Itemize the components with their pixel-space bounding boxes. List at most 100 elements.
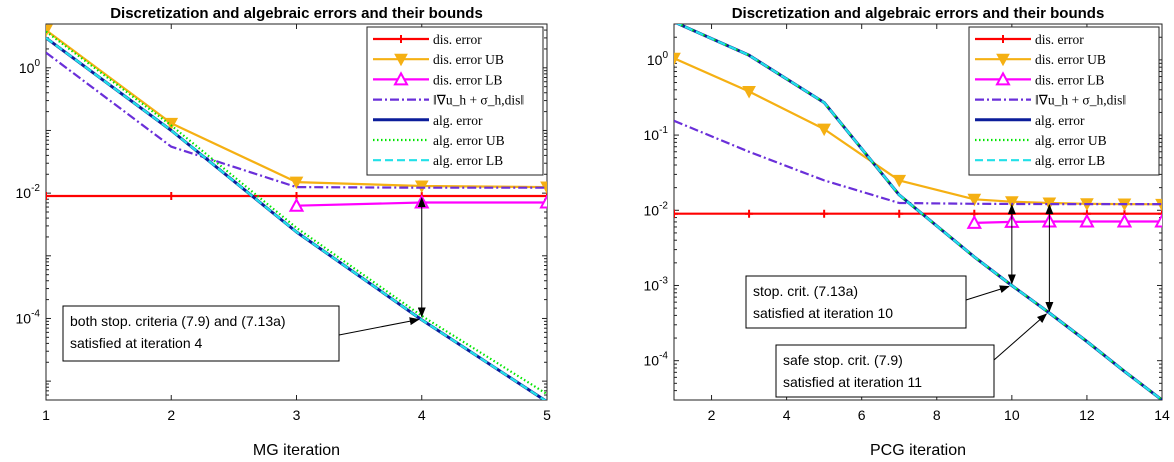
panel-1-y-tick-label: 10-4: [16, 308, 41, 326]
panel-2-y-tick-label: 10-1: [644, 125, 669, 143]
panel-1-legend-marker-dis-error-ub: [394, 53, 408, 67]
panel-2-legend-label-u-h-h-dis: ‖∇u_h + σ_h,dis‖: [1035, 93, 1126, 108]
panel-1-legend-marker-dis-error-lb: [393, 71, 409, 86]
y-tick-exponent: 0: [34, 58, 40, 69]
panel-2-annotation-box: [745, 275, 967, 329]
panel-1-y-tick-label: 10-2: [16, 183, 41, 201]
panel-1-x-tick-label: 3: [293, 407, 301, 423]
panel-2-annotation-arrow: [993, 313, 1048, 361]
panel-2-legend-label-alg-error-lb: alg. error LB: [1035, 153, 1105, 168]
panel-2-series-u-h-h-dis-line: [674, 119, 1162, 206]
panel-2-series-dis-error-lb-point: [1079, 213, 1095, 228]
panel-1-annotation-arrow: [338, 317, 420, 336]
panel-2-series-dis-error-ub-point: [967, 193, 982, 207]
panel-2-annotation-box: [775, 344, 995, 398]
y-tick-base: 10: [644, 202, 660, 218]
panel-2-x-axis-label: PCG iteration: [870, 442, 966, 459]
panel-2-legend-marker-dis-error-ub: [996, 53, 1010, 67]
panel-2-x-tick-label: 10: [1004, 407, 1020, 423]
panel-1-legend-label-dis-error-ub: dis. error UB: [433, 52, 504, 67]
y-tick-exponent: -4: [31, 308, 40, 319]
panel-2-legend-box: [968, 26, 1160, 176]
panel-1-series-dis-error-point: [167, 192, 176, 201]
panel-1-x-tick-label: 1: [42, 407, 50, 423]
panel-2-series-dis-error-point: [820, 209, 829, 218]
panel-1-series-dis-error-lb-point: [539, 194, 547, 209]
panel-2-series-dis-error-ub-point: [674, 52, 681, 66]
panel-2-annotation-text: stop. crit. (7.13a): [753, 283, 858, 299]
panel-1-y-tick-label: 100: [19, 58, 41, 76]
panel-2-annotation-text: satisfied at iteration 10: [753, 305, 893, 321]
panel-2-series-dis-error-point: [1158, 209, 1162, 218]
panel-2-series-dis-error-point: [745, 209, 754, 218]
panel-1-series-alg-error-ub-line: [46, 30, 547, 396]
panel-2-x-tick-label: 8: [933, 407, 941, 423]
panel-1-x-axis-label: MG iteration: [253, 442, 340, 459]
panel-2-x-tick-label: 4: [783, 407, 791, 423]
panel-2-series-dis-error-point: [674, 209, 678, 218]
panel-1-series-dis-error-ub-point: [414, 180, 429, 194]
panel-1-legend-label-alg-error-ub: alg. error UB: [433, 133, 505, 148]
panel-1-legend: dis. error dis. error UB dis. error LB ‖∇u_…: [366, 26, 544, 176]
panel-2-series-dis-error-lb-line: [974, 220, 1162, 224]
panel-1-series-dis-error-point: [543, 192, 547, 201]
panel-2-legend-label-dis-error-ub: dis. error UB: [1035, 52, 1106, 67]
panel-1-legend-box: [366, 26, 544, 176]
panel-1-legend-label-alg-error: alg. error: [433, 113, 483, 128]
y-tick-exponent: -2: [659, 200, 668, 211]
panel-2-y-tick-label: 10-4: [644, 351, 669, 369]
panel-2-legend-label-dis-error-lb: dis. error LB: [1035, 72, 1104, 87]
panel-1-series-dis-error-ub-point: [46, 24, 53, 38]
y-tick-exponent: 0: [662, 50, 668, 61]
panel-2-series-dis-error-ub-point: [892, 174, 907, 188]
panel-1-legend-label-alg-error-lb: alg. error LB: [433, 153, 503, 168]
panel-2-legend-label-alg-error-ub: alg. error UB: [1035, 133, 1107, 148]
panel-2-series-dis-error-lb-point: [1154, 213, 1162, 228]
panel-2-annotation-arrow: [965, 285, 1010, 301]
panel-1-series-dis-error-point: [46, 192, 50, 201]
panel-1-series-group: [46, 24, 547, 400]
panel-1-x-tick-label: 5: [543, 407, 551, 423]
panel-2-series-dis-error-lb-point: [1116, 213, 1133, 228]
panel-2-series-alg-error-lb-overlay: [676, 24, 1162, 400]
panel-1-series-alg-error-lb-overlay: [46, 37, 547, 400]
y-tick-base: 10: [647, 52, 663, 68]
panel-2-series-dis-error-point: [895, 209, 904, 218]
panel-2-chart: Discretization and algebraic errors and …: [644, 5, 1170, 459]
panel-2-y-tick-label: 10-2: [644, 200, 669, 218]
panel-1-annotation-text: both stop. criteria (7.9) and (7.13a): [70, 313, 286, 329]
panel-2-title: Discretization and algebraic errors and …: [732, 5, 1105, 22]
panel-1-title: Discretization and algebraic errors and …: [110, 5, 483, 22]
y-tick-base: 10: [19, 60, 35, 76]
y-tick-exponent: -1: [659, 125, 668, 136]
panel-1-x-tick-label: 2: [167, 407, 175, 423]
panel-2-legend-label-alg-error: alg. error: [1035, 113, 1085, 128]
panel-2-legend: dis. error dis. error UB dis. error LB ‖∇u_…: [968, 26, 1160, 176]
panel-2-series-dis-error-lb-point: [966, 214, 982, 229]
y-tick-base: 10: [644, 277, 660, 293]
y-tick-exponent: -2: [31, 183, 40, 194]
panel-1-legend-marker-dis-error: [397, 35, 405, 43]
y-tick-exponent: -3: [659, 275, 668, 286]
panel-1-series-dis-error-ub-point: [289, 176, 304, 190]
panel-1-legend-label-dis-error-lb: dis. error LB: [433, 72, 502, 87]
panel-2-y-tick-label: 10-3: [644, 275, 669, 293]
y-tick-base: 10: [644, 127, 660, 143]
panel-1-annotation-box: [62, 305, 340, 362]
panel-1-series-u-h-h-dis-line: [46, 51, 547, 189]
y-tick-base: 10: [16, 310, 32, 326]
panel-2-series-group: [674, 24, 1162, 400]
panel-1-series-dis-error-lb-point: [288, 197, 305, 212]
panel-2-series-dis-error-ub-point: [1005, 196, 1019, 209]
panel-2-y-tick-label: 100: [647, 50, 669, 68]
panel-2-x-tick-label: 2: [708, 407, 716, 423]
panel-1-legend-label-dis-error: dis. error: [433, 32, 482, 47]
panel-2-series-dis-error-ub-point: [817, 123, 831, 137]
panel-1-annotation-text: satisfied at iteration 4: [70, 335, 203, 351]
panel-1-x-tick-label: 4: [418, 407, 426, 423]
y-tick-base: 10: [16, 185, 32, 201]
panel-2-legend-marker-dis-error: [999, 35, 1007, 43]
y-tick-base: 10: [644, 353, 660, 369]
panel-2-x-tick-label: 12: [1079, 407, 1095, 423]
panel-2-legend-label-dis-error: dis. error: [1035, 32, 1084, 47]
